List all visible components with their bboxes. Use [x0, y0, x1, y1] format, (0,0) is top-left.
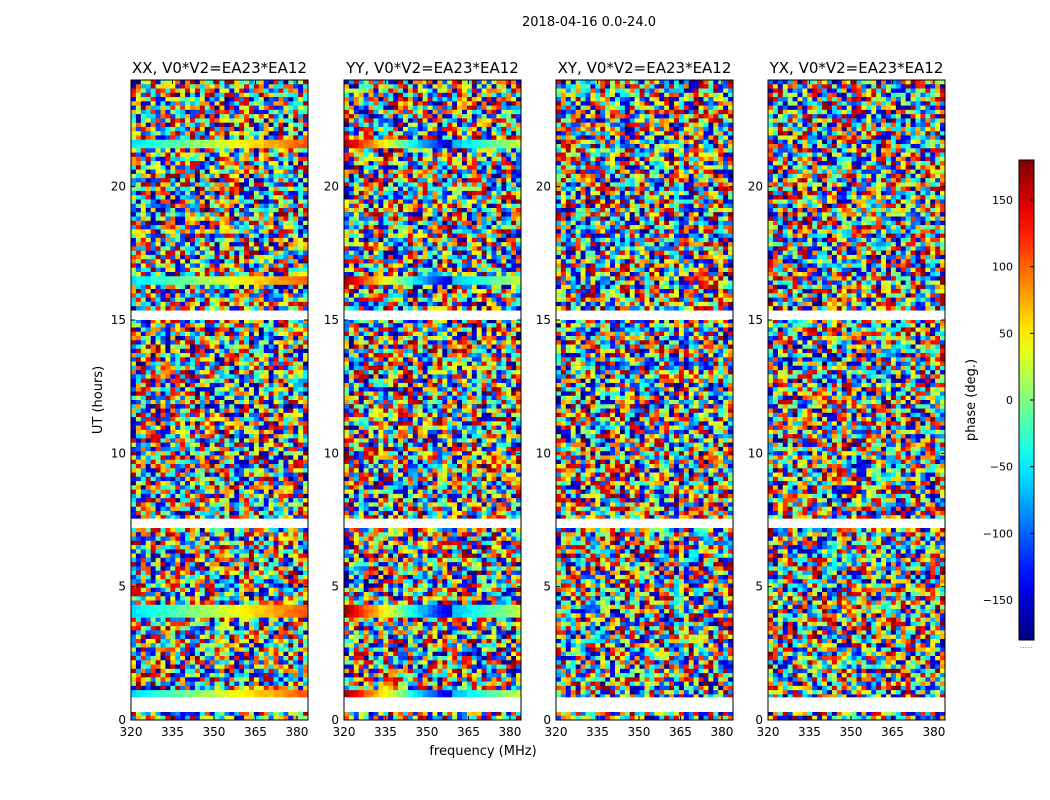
y-tick-label: 5 — [118, 580, 126, 594]
y-tick-label: 10 — [536, 446, 551, 460]
x-tick-label: 350 — [840, 725, 863, 739]
colorbar-label: phase (deg.) — [964, 359, 979, 441]
y-tick-label: 10 — [324, 446, 339, 460]
heatmap-image — [556, 80, 733, 720]
y-tick-label: 5 — [543, 580, 551, 594]
x-tick-label: 380 — [285, 725, 308, 739]
heatmap-image — [131, 80, 308, 720]
x-axis-label: frequency (MHz) — [429, 744, 536, 759]
panel-frame — [130, 79, 309, 721]
x-tick-label: 365 — [457, 725, 480, 739]
x-tick-label: 380 — [710, 725, 733, 739]
x-tick-label: 320 — [545, 725, 568, 739]
x-tick-label: 365 — [669, 725, 692, 739]
heatmap-image — [344, 80, 521, 720]
colorbar: −150 −100 −50 0 50 100 150 — [983, 159, 1035, 641]
panel-xx: XX, V0*V2=EA23*EA12 320 335 350 365 380 0 5 10 15… — [111, 59, 309, 739]
colorbar-footer: ..... — [1020, 641, 1033, 650]
x-tick-label: 320 — [757, 725, 780, 739]
x-tick-label: 335 — [586, 725, 609, 739]
colorbar-tick-label: 150 — [992, 194, 1013, 207]
y-tick-label: 5 — [755, 580, 763, 594]
x-tick-label: 380 — [498, 725, 521, 739]
panel-frame — [767, 79, 946, 721]
x-tick-label: 335 — [161, 725, 184, 739]
panel-title: YX, V0*V2=EA23*EA12 — [769, 59, 944, 77]
colorbar-tick-label: 0 — [1006, 394, 1013, 407]
y-tick-label: 20 — [111, 180, 126, 194]
y-tick-label: 0 — [543, 713, 551, 727]
x-tick-label: 335 — [798, 725, 821, 739]
y-axis-label: UT (hours) — [91, 366, 106, 434]
panel-title: XX, V0*V2=EA23*EA12 — [132, 59, 307, 77]
y-tick-label: 10 — [748, 446, 763, 460]
panel-frame — [343, 79, 522, 721]
x-tick-label: 335 — [374, 725, 397, 739]
y-tick-label: 5 — [331, 580, 339, 594]
panel-xy: XY, V0*V2=EA23*EA12 320 335 350 365 380 0 5 10 15… — [536, 59, 734, 739]
panel-frame — [555, 79, 734, 721]
x-tick-label: 350 — [203, 725, 226, 739]
x-tick-label: 350 — [628, 725, 651, 739]
panel-yy: YY, V0*V2=EA23*EA12 320 335 350 365 380 0 5 10 15… — [324, 59, 522, 739]
x-tick-label: 350 — [416, 725, 439, 739]
y-tick-label: 20 — [748, 180, 763, 194]
colorbar-tick-label: −100 — [983, 527, 1013, 540]
x-tick-label: 320 — [333, 725, 356, 739]
y-tick-label: 20 — [324, 180, 339, 194]
panel-title: YY, V0*V2=EA23*EA12 — [345, 59, 519, 77]
x-tick-label: 365 — [881, 725, 904, 739]
figure-title: 2018-04-16 0.0-24.0 — [522, 15, 656, 30]
y-tick-label: 0 — [118, 713, 126, 727]
x-tick-label: 380 — [922, 725, 945, 739]
panels-group: XX, V0*V2=EA23*EA12 320 335 350 365 380 0 5 10 15… — [111, 59, 946, 739]
heatmap-image — [768, 80, 945, 720]
x-tick-label: 365 — [244, 725, 267, 739]
panel-yx: YX, V0*V2=EA23*EA12 320 335 350 365 380 0 5 10 15… — [748, 59, 946, 739]
y-tick-label: 20 — [536, 180, 551, 194]
colorbar-tick-label: −50 — [990, 461, 1013, 474]
y-tick-label: 15 — [536, 313, 551, 327]
panel-title: XY, V0*V2=EA23*EA12 — [558, 59, 732, 77]
colorbar-tick-label: −150 — [983, 594, 1013, 607]
colorbar-tick-label: 50 — [999, 327, 1013, 340]
y-tick-label: 15 — [111, 313, 126, 327]
y-tick-label: 10 — [111, 446, 126, 460]
y-tick-label: 0 — [331, 713, 339, 727]
y-tick-label: 15 — [748, 313, 763, 327]
y-tick-label: 0 — [755, 713, 763, 727]
x-tick-label: 320 — [120, 725, 143, 739]
y-tick-label: 15 — [324, 313, 339, 327]
colorbar-tick-label: 100 — [992, 261, 1013, 274]
